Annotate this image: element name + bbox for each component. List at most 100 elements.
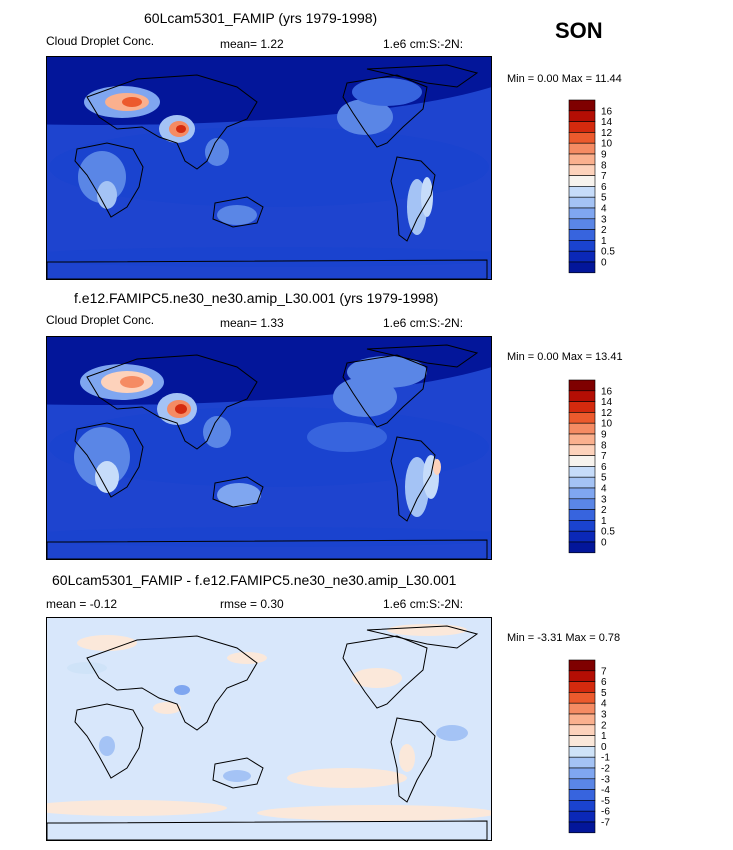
- colorbar-level-label: 12: [601, 408, 613, 419]
- panel-2-title: f.e12.FAMIPC5.ne30_ne30.amip_L30.001 (yr…: [74, 290, 439, 306]
- colorbar-level-label: -4: [601, 785, 610, 796]
- colorbar-level-label: 10: [601, 419, 613, 430]
- colorbar-level-label: 16: [601, 386, 613, 397]
- colorbar-level-label: 8: [601, 440, 607, 451]
- panel-1-colorbar: 16 14 12 10 9 8 7 6 5 4 3 2 1 0.5 0: [568, 99, 629, 275]
- map-contour-field: [49, 407, 489, 487]
- colorbar-swatch: [568, 778, 596, 790]
- map-contour-field: [257, 805, 491, 821]
- panel-1-minmax: Min = 0.00 Max = 11.44: [507, 73, 622, 85]
- colorbar-swatch: [568, 713, 596, 726]
- colorbar-level-label: 7: [601, 171, 607, 182]
- map-contour-field: [175, 404, 187, 414]
- colorbar-swatch: [568, 218, 596, 230]
- colorbar-swatch: [568, 229, 596, 241]
- panel-2-minmax: Min = 0.00 Max = 13.41: [507, 351, 623, 363]
- colorbar-level-label: 2: [601, 225, 607, 236]
- coastline: [47, 539, 488, 559]
- colorbar-swatch: [568, 444, 596, 456]
- season-label: SON: [555, 18, 603, 43]
- colorbar-swatch: [568, 240, 596, 252]
- map-contour-field: [287, 768, 407, 788]
- colorbar-level-label: -3: [601, 774, 610, 785]
- colorbar-swatch: [568, 692, 596, 704]
- panel-1-units: 1.e6 cm:S:-2N:: [383, 37, 464, 51]
- coastline: [366, 64, 479, 88]
- colorbar-swatch: [568, 789, 596, 801]
- coastline: [212, 196, 264, 228]
- colorbar-level-label: 0: [601, 538, 607, 549]
- colorbar-swatch: [568, 670, 596, 682]
- panel-1-title: 60Lcam5301_FAMIP (yrs 1979-1998): [144, 10, 378, 26]
- colorbar-swatch: [568, 659, 596, 672]
- colorbar-level-label: 0: [601, 742, 607, 753]
- coastline: [74, 703, 144, 779]
- colorbar-swatch: [568, 153, 596, 166]
- map-contour-field: [203, 416, 231, 448]
- coastline: [366, 625, 479, 649]
- coastline: [390, 156, 436, 242]
- colorbar-level-label: -5: [601, 796, 610, 807]
- colorbar-level-label: 9: [601, 430, 607, 441]
- map-contour-field: [205, 138, 229, 166]
- colorbar-level-label: -1: [601, 753, 610, 764]
- coastline: [342, 354, 428, 428]
- colorbar-swatch: [568, 422, 596, 435]
- panel-1-mean: mean= 1.22: [220, 37, 284, 51]
- colorbar-level-label: 7: [601, 666, 607, 677]
- panel-2-variable-label: Cloud Droplet Conc.: [46, 313, 155, 327]
- colorbar-level-label: 0: [601, 258, 607, 269]
- colorbar-level-label: 4: [601, 484, 607, 495]
- map-contour-field: [174, 685, 190, 695]
- colorbar-swatch: [568, 132, 596, 144]
- colorbar-swatch: [568, 261, 596, 274]
- map-contour-field: [433, 459, 441, 475]
- coastline: [342, 74, 428, 148]
- panel-2-map: [46, 336, 492, 560]
- panel-3-units: 1.e6 cm:S:-2N:: [383, 597, 464, 611]
- colorbar-level-label: 0.5: [601, 247, 615, 258]
- panel-1-variable-label: Cloud Droplet Conc.: [46, 34, 155, 48]
- map-contour-field: [77, 635, 137, 651]
- colorbar-swatch: [568, 186, 596, 198]
- colorbar-level-label: 14: [601, 117, 613, 128]
- colorbar-swatch: [568, 487, 596, 500]
- panel-3-minmax: Min = -3.31 Max = 0.78: [507, 632, 621, 644]
- colorbar-swatch: [568, 379, 596, 392]
- panel-2-colorbar: 16 14 12 10 9 8 7 6 5 4 3 2 1 0.5 0: [568, 379, 629, 555]
- map-contour-field: [217, 205, 257, 225]
- colorbar-level-label: 3: [601, 214, 607, 225]
- colorbar-swatch: [568, 821, 596, 834]
- colorbar-swatch: [568, 530, 596, 543]
- colorbar-level-label: 9: [601, 150, 607, 161]
- coastline: [342, 635, 428, 709]
- map-contour-field: [223, 770, 251, 782]
- colorbar-level-label: 12: [601, 128, 613, 139]
- colorbar-swatch: [568, 476, 596, 489]
- map-contour-field: [153, 702, 181, 714]
- coastline: [47, 259, 488, 279]
- map-contour-field: [67, 662, 107, 674]
- colorbar-swatch: [568, 509, 596, 521]
- colorbar-level-label: 5: [601, 193, 607, 204]
- map-contour-field: [387, 624, 467, 636]
- colorbar-level-label: -7: [601, 818, 610, 829]
- map-contour-field: [176, 125, 186, 133]
- colorbar-level-label: 1: [601, 236, 607, 247]
- map-contour-field: [399, 744, 415, 772]
- coastline: [212, 476, 264, 508]
- coastline: [74, 422, 144, 498]
- colorbar-level-label: 6: [601, 182, 607, 193]
- colorbar-level-label: 10: [601, 139, 613, 150]
- colorbar-level-label: 14: [601, 397, 613, 408]
- panel-3-title: 60Lcam5301_FAMIP - f.e12.FAMIPC5.ne30_ne…: [52, 572, 457, 588]
- colorbar-swatch: [568, 142, 596, 155]
- colorbar-swatch: [568, 800, 596, 812]
- colorbar-swatch: [568, 207, 596, 220]
- panel-2-mean: mean= 1.33: [220, 316, 284, 330]
- panel-3-mean: mean = -0.12: [46, 597, 118, 611]
- colorbar-swatch: [568, 433, 596, 446]
- coastline: [366, 344, 479, 368]
- colorbar-level-label: 1: [601, 516, 607, 527]
- map-contour-field: [97, 181, 117, 209]
